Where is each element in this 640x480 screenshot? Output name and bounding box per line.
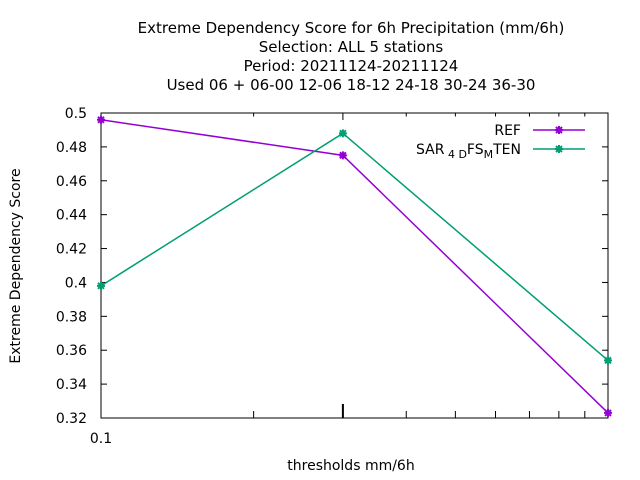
legend-marker [555, 126, 563, 134]
x-tick-label: 0.1 [90, 431, 112, 447]
data-point [604, 356, 612, 365]
legend-marker [555, 145, 563, 153]
series-ref [97, 115, 612, 417]
data-point [97, 115, 105, 124]
y-tick-label: 0.32 [56, 411, 87, 427]
y-tick-label: 0.46 [56, 174, 87, 190]
x-axis-label: thresholds mm/6h [287, 458, 414, 474]
chart-title: Extreme Dependency Score for 6h Precipit… [138, 19, 565, 94]
legend-label: SAR 4 DFSMTEN [416, 142, 521, 161]
plot-frame [100, 112, 609, 419]
legend-label: REF [494, 123, 521, 139]
title-line-3: Period: 20211124-20211124 [244, 57, 459, 75]
y-tick-label: 0.5 [65, 106, 87, 122]
y-tick-label: 0.48 [56, 140, 87, 156]
y-axis-label: Extreme Dependency Score [8, 168, 24, 363]
y-tick-label: 0.4 [65, 275, 87, 291]
data-point [338, 129, 347, 138]
title-line-4: Used 06 + 06-00 12-06 18-12 24-18 30-24 … [167, 76, 536, 94]
series-sar4dfsmten [97, 129, 612, 365]
y-tick-label: 0.34 [56, 377, 87, 393]
x-axis-ticks: 0.1 [90, 113, 586, 447]
legend: REF SAR 4 DFSMTEN [416, 123, 585, 161]
y-tick-label: 0.38 [56, 309, 87, 325]
data-point [338, 151, 347, 160]
data-point [97, 281, 105, 290]
series-layer [97, 115, 612, 417]
y-tick-label: 0.42 [56, 242, 87, 258]
title-line-1: Extreme Dependency Score for 6h Precipit… [138, 19, 565, 37]
series-line [100, 119, 609, 414]
y-tick-label: 0.36 [56, 343, 87, 359]
y-tick-label: 0.44 [56, 208, 87, 224]
title-line-2: Selection: ALL 5 stations [259, 38, 444, 56]
data-point [604, 408, 612, 417]
y-axis-ticks: 0.32 0.34 0.36 0.38 0.4 0.42 0.44 0.46 0.48 0.5 [56, 106, 608, 427]
